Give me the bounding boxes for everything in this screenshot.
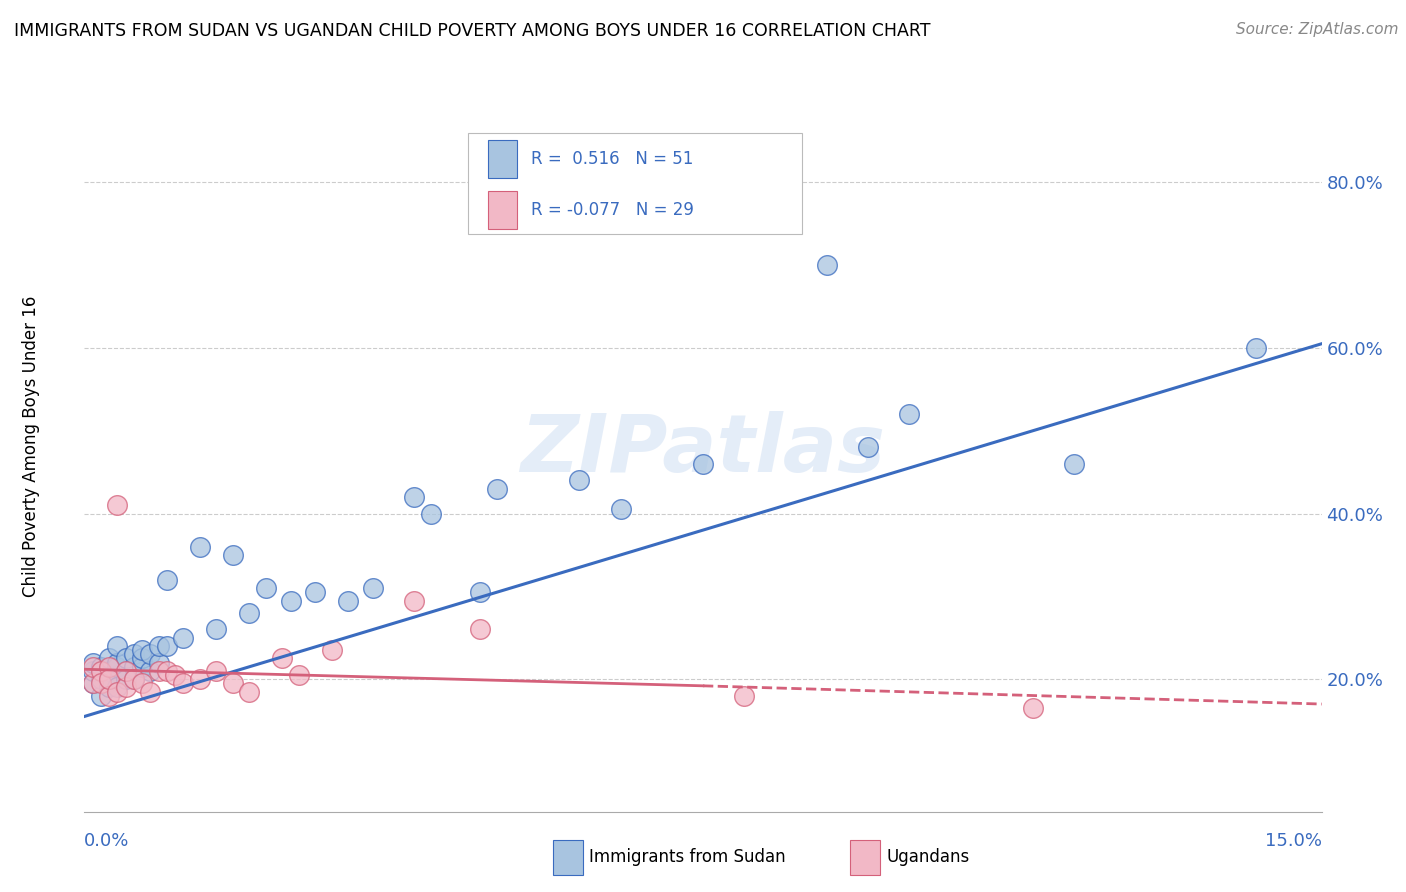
Point — [321, 643, 343, 657]
Point — [156, 573, 179, 587]
Point — [122, 660, 145, 674]
Point — [148, 656, 170, 670]
Point — [105, 498, 128, 512]
Point — [114, 664, 136, 678]
Point — [361, 581, 384, 595]
Point — [470, 585, 492, 599]
Point — [90, 676, 112, 690]
Point — [733, 689, 755, 703]
Point — [856, 440, 879, 454]
Text: Immigrants from Sudan: Immigrants from Sudan — [589, 848, 786, 866]
Point — [419, 507, 441, 521]
Point — [90, 672, 112, 686]
Point — [90, 664, 112, 678]
Point — [205, 623, 228, 637]
FancyBboxPatch shape — [851, 840, 880, 875]
Point — [271, 651, 294, 665]
Point — [205, 664, 228, 678]
Point — [131, 676, 153, 690]
Point — [98, 681, 121, 695]
Point — [98, 672, 121, 686]
Point — [165, 668, 187, 682]
Point — [898, 407, 921, 421]
Point — [254, 581, 277, 595]
Point — [815, 258, 838, 272]
Point — [139, 664, 162, 678]
Point — [337, 593, 360, 607]
Point — [114, 672, 136, 686]
Point — [238, 684, 260, 698]
Point — [98, 651, 121, 665]
Text: R =  0.516   N = 51: R = 0.516 N = 51 — [531, 150, 693, 168]
Point — [568, 474, 591, 488]
Point — [122, 672, 145, 686]
Point — [139, 684, 162, 698]
Point — [404, 593, 426, 607]
Point — [98, 689, 121, 703]
Point — [114, 681, 136, 695]
Point — [122, 648, 145, 662]
Point — [404, 490, 426, 504]
Point — [122, 672, 145, 686]
Point — [1244, 341, 1267, 355]
Point — [105, 681, 128, 695]
Point — [82, 656, 104, 670]
Point — [470, 623, 492, 637]
Point — [90, 660, 112, 674]
Point — [156, 664, 179, 678]
Point — [114, 651, 136, 665]
Point — [98, 672, 121, 686]
Point — [105, 656, 128, 670]
Point — [105, 684, 128, 698]
Point — [131, 660, 153, 674]
Point — [131, 643, 153, 657]
Point — [304, 585, 326, 599]
Point — [148, 639, 170, 653]
Point — [148, 664, 170, 678]
Point — [609, 502, 631, 516]
Point — [172, 631, 194, 645]
Text: ZIPatlas: ZIPatlas — [520, 411, 886, 489]
Point — [82, 664, 104, 678]
Point — [98, 664, 121, 678]
Point — [188, 540, 211, 554]
FancyBboxPatch shape — [468, 134, 801, 235]
Point — [692, 457, 714, 471]
Text: R = -0.077   N = 29: R = -0.077 N = 29 — [531, 201, 695, 219]
Point — [222, 676, 245, 690]
Point — [139, 648, 162, 662]
Point — [82, 660, 104, 674]
Point — [188, 672, 211, 686]
Point — [1022, 701, 1045, 715]
Point — [280, 593, 302, 607]
Point — [288, 668, 311, 682]
Point — [1063, 457, 1085, 471]
Point — [82, 676, 104, 690]
Point — [172, 676, 194, 690]
Text: Ugandans: Ugandans — [886, 848, 969, 866]
Point — [131, 651, 153, 665]
Text: 0.0%: 0.0% — [84, 832, 129, 850]
FancyBboxPatch shape — [488, 191, 517, 228]
Point — [82, 676, 104, 690]
FancyBboxPatch shape — [554, 840, 583, 875]
Text: IMMIGRANTS FROM SUDAN VS UGANDAN CHILD POVERTY AMONG BOYS UNDER 16 CORRELATION C: IMMIGRANTS FROM SUDAN VS UGANDAN CHILD P… — [14, 22, 931, 40]
Point — [105, 660, 128, 674]
Point — [222, 548, 245, 562]
Point — [238, 606, 260, 620]
Point — [156, 639, 179, 653]
Text: 15.0%: 15.0% — [1264, 832, 1322, 850]
Point — [98, 660, 121, 674]
Point — [114, 664, 136, 678]
Point — [105, 639, 128, 653]
Text: Source: ZipAtlas.com: Source: ZipAtlas.com — [1236, 22, 1399, 37]
Point — [485, 482, 508, 496]
Text: Child Poverty Among Boys Under 16: Child Poverty Among Boys Under 16 — [22, 295, 39, 597]
Point — [90, 689, 112, 703]
FancyBboxPatch shape — [488, 140, 517, 178]
